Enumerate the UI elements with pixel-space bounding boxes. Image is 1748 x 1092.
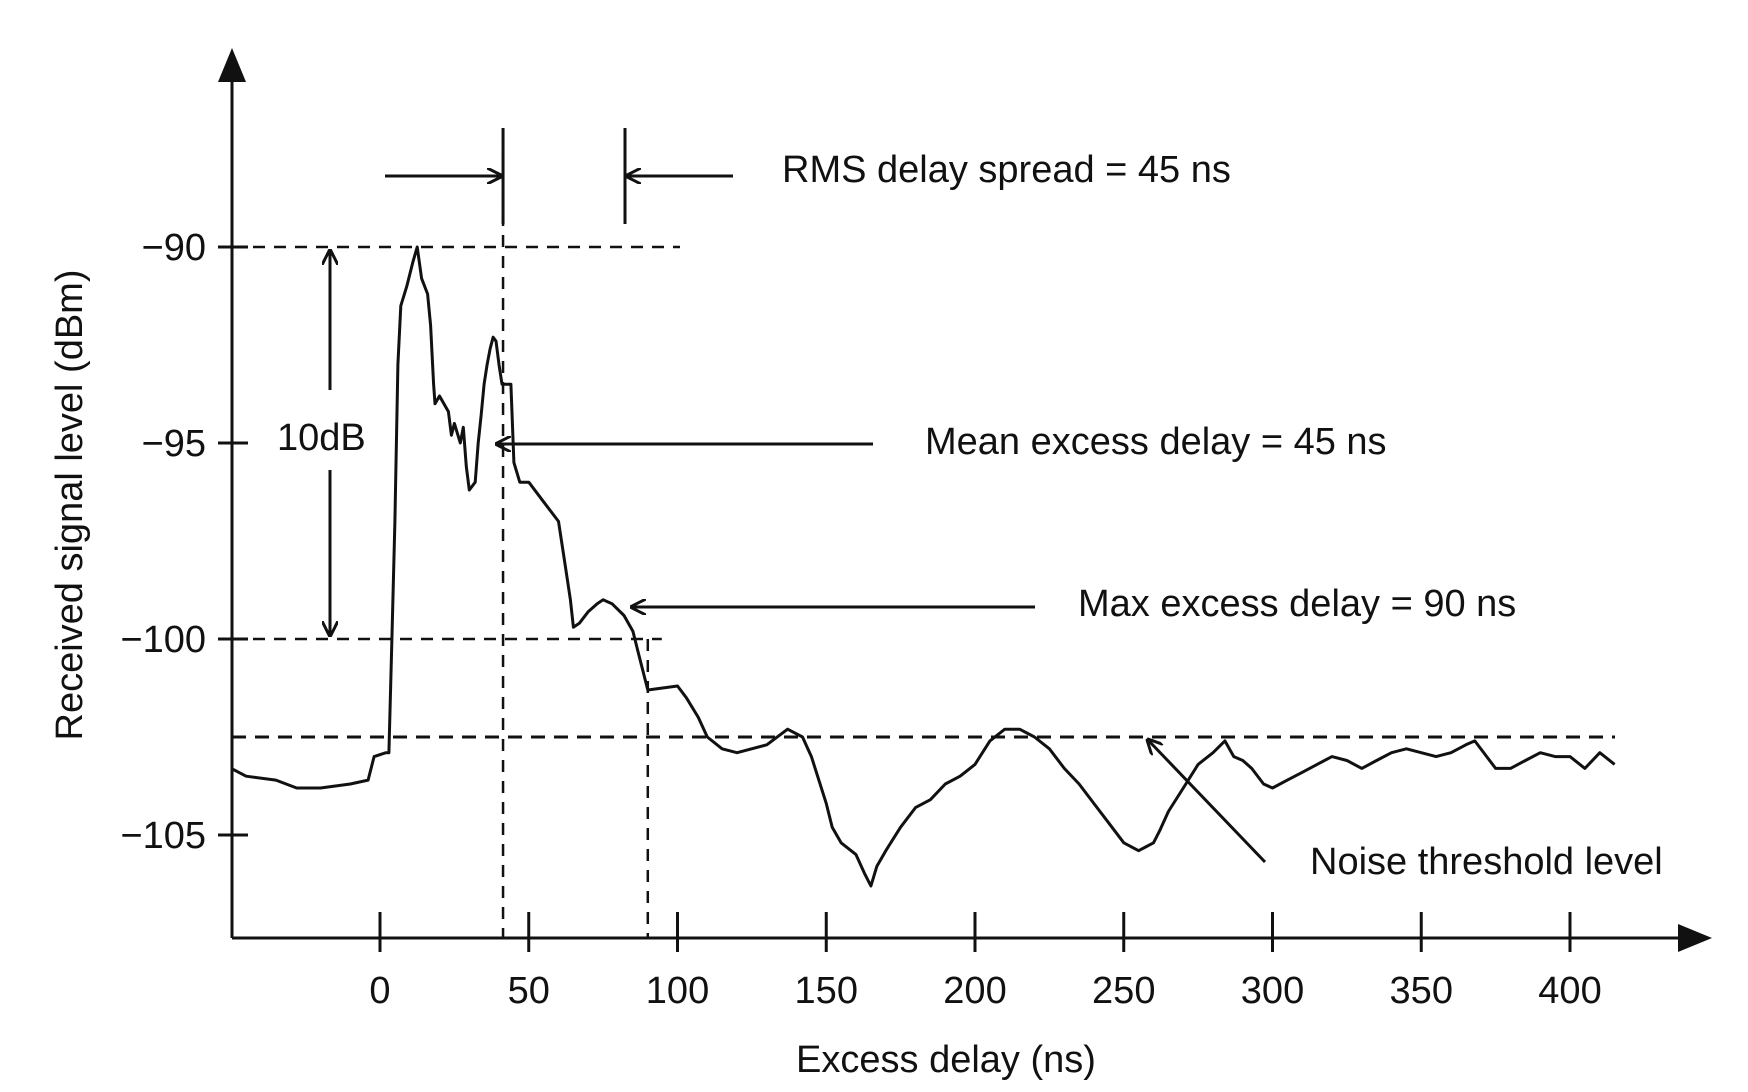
- x-ticks: 0 50 100 150 200 250 300 350 400: [369, 912, 1602, 1012]
- x-tick-label: 400: [1538, 970, 1601, 1012]
- y-tick-label: −95: [142, 423, 206, 465]
- y-axis-title: Received signal level (dBm): [49, 270, 91, 741]
- y-tick-label: −105: [120, 815, 206, 857]
- y-axis-arrowhead: [218, 48, 246, 82]
- y-tick-label: −100: [120, 619, 206, 661]
- x-tick-label: 150: [795, 970, 858, 1012]
- x-tick-label: 200: [943, 970, 1006, 1012]
- x-tick-label: 100: [646, 970, 709, 1012]
- noise-threshold-arrow: [1148, 740, 1267, 864]
- y-ticks: −90 −95 −100 −105: [120, 227, 248, 857]
- rms-delay-spread-label: RMS delay spread = 45 ns: [782, 149, 1231, 191]
- x-tick-label: 0: [369, 970, 390, 1012]
- x-axis-arrowhead: [1678, 924, 1712, 952]
- x-axis-title: Excess delay (ns): [796, 1039, 1096, 1081]
- ten-db-label: 10dB: [277, 417, 366, 459]
- series-line: [230, 245, 1616, 888]
- max-excess-delay-label: Max excess delay = 90 ns: [1078, 583, 1516, 625]
- x-tick-label: 350: [1390, 970, 1453, 1012]
- mean-excess-delay-label: Mean excess delay = 45 ns: [925, 421, 1387, 463]
- noise-threshold-label: Noise threshold level: [1310, 841, 1663, 883]
- x-tick-label: 250: [1092, 970, 1155, 1012]
- x-tick-label: 50: [508, 970, 550, 1012]
- y-tick-label: −90: [142, 227, 206, 269]
- x-tick-label: 300: [1241, 970, 1304, 1012]
